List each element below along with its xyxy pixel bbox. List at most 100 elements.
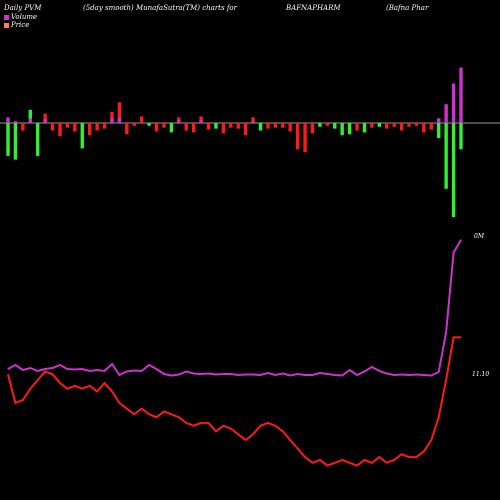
chart-header-symbol: BAFNAPHARM bbox=[286, 4, 341, 12]
volume-point bbox=[170, 374, 172, 377]
volume-point bbox=[193, 372, 195, 375]
volume-point bbox=[386, 372, 388, 375]
volume-point bbox=[163, 373, 165, 375]
price-point bbox=[438, 416, 440, 418]
pvm-bar bbox=[125, 123, 129, 135]
price-point bbox=[66, 388, 69, 390]
price-point bbox=[126, 408, 128, 410]
pvm-bar bbox=[385, 123, 389, 129]
volume-point bbox=[326, 373, 328, 375]
legend-price-swatch bbox=[4, 22, 9, 28]
pvm-bar bbox=[310, 123, 315, 134]
volume-point bbox=[59, 364, 61, 366]
price-point bbox=[103, 382, 106, 384]
pvm-bar bbox=[102, 123, 107, 129]
pvm-bar bbox=[340, 123, 344, 136]
price-point bbox=[178, 416, 180, 418]
volume-point bbox=[141, 370, 143, 372]
volume-point bbox=[14, 364, 17, 366]
volume-point bbox=[349, 369, 351, 371]
price-point bbox=[148, 413, 150, 415]
volume-point bbox=[185, 370, 187, 373]
volume-line bbox=[7, 239, 462, 377]
price-point bbox=[111, 390, 113, 393]
price-point bbox=[452, 336, 455, 338]
volume-point bbox=[22, 369, 24, 371]
price-point bbox=[118, 402, 120, 404]
price-point bbox=[22, 399, 24, 401]
pvm-bar bbox=[370, 123, 374, 128]
volume-point bbox=[274, 374, 276, 376]
pvm-bar-top bbox=[13, 121, 18, 123]
volume-point bbox=[445, 331, 447, 334]
price-point bbox=[44, 370, 46, 373]
price-point bbox=[445, 379, 447, 381]
pvm-bar bbox=[251, 117, 255, 123]
price-point bbox=[163, 410, 165, 413]
price-point bbox=[400, 453, 403, 455]
price-point bbox=[200, 422, 202, 424]
pvm-bar bbox=[407, 123, 411, 127]
pvm-bar bbox=[377, 123, 382, 127]
price-point bbox=[297, 447, 299, 450]
pvm-bar bbox=[236, 123, 240, 129]
volume-point bbox=[415, 373, 418, 376]
pvm-bar bbox=[191, 123, 196, 133]
price-point bbox=[319, 459, 321, 461]
pvm-bar bbox=[58, 123, 62, 137]
volume-point bbox=[51, 367, 54, 369]
volume-point bbox=[282, 372, 284, 375]
pvm-bar-top bbox=[444, 104, 448, 123]
volume-point bbox=[393, 374, 395, 376]
price-point bbox=[311, 462, 314, 464]
price-last-label: 11.10 bbox=[472, 371, 489, 378]
price-point bbox=[133, 413, 135, 415]
price-point bbox=[237, 433, 239, 435]
price-point bbox=[460, 336, 462, 338]
pvm-bar bbox=[169, 123, 174, 133]
price-point bbox=[74, 385, 76, 387]
pvm-bar-top bbox=[43, 119, 47, 123]
volume-point bbox=[37, 370, 39, 372]
pvm-bar bbox=[214, 123, 218, 129]
price-point bbox=[393, 459, 395, 461]
volume-point bbox=[304, 374, 306, 376]
volume-point bbox=[237, 374, 239, 376]
pvm-bar bbox=[258, 123, 263, 131]
price-point bbox=[282, 430, 284, 433]
pvm-bar bbox=[65, 123, 70, 128]
volume-point bbox=[252, 373, 254, 376]
pvm-bar bbox=[325, 123, 330, 126]
volume-point bbox=[7, 368, 9, 370]
price-line bbox=[7, 336, 461, 467]
price-point bbox=[193, 425, 195, 427]
price-point bbox=[96, 390, 98, 393]
pvm-bar bbox=[459, 123, 463, 150]
price-point bbox=[14, 402, 17, 404]
price-point bbox=[7, 373, 9, 376]
pvm-bar bbox=[266, 123, 270, 129]
volume-point bbox=[267, 372, 269, 374]
pvm-bar bbox=[87, 123, 92, 136]
volume-point bbox=[297, 373, 299, 375]
legend-price-label: Price bbox=[11, 21, 30, 29]
pvm-bar-top bbox=[6, 117, 10, 123]
pvm-bar bbox=[13, 123, 18, 160]
pvm-bar bbox=[229, 123, 233, 128]
price-point bbox=[423, 450, 425, 452]
pvm-bar bbox=[273, 123, 278, 128]
volume-point bbox=[378, 370, 380, 372]
pvm-bar bbox=[95, 123, 99, 131]
volume-point bbox=[400, 373, 403, 376]
price-point bbox=[408, 456, 410, 458]
volume-point bbox=[81, 368, 83, 370]
pvm-bar-top bbox=[117, 117, 122, 123]
chart-header-company: (Bafna Phar bbox=[386, 4, 429, 12]
volume-point bbox=[430, 374, 432, 377]
pvm-bar-top bbox=[459, 67, 463, 123]
pvm-bar-top bbox=[28, 118, 32, 123]
price-point bbox=[252, 433, 254, 435]
pvm-bar bbox=[6, 123, 10, 156]
price-point bbox=[81, 388, 83, 390]
